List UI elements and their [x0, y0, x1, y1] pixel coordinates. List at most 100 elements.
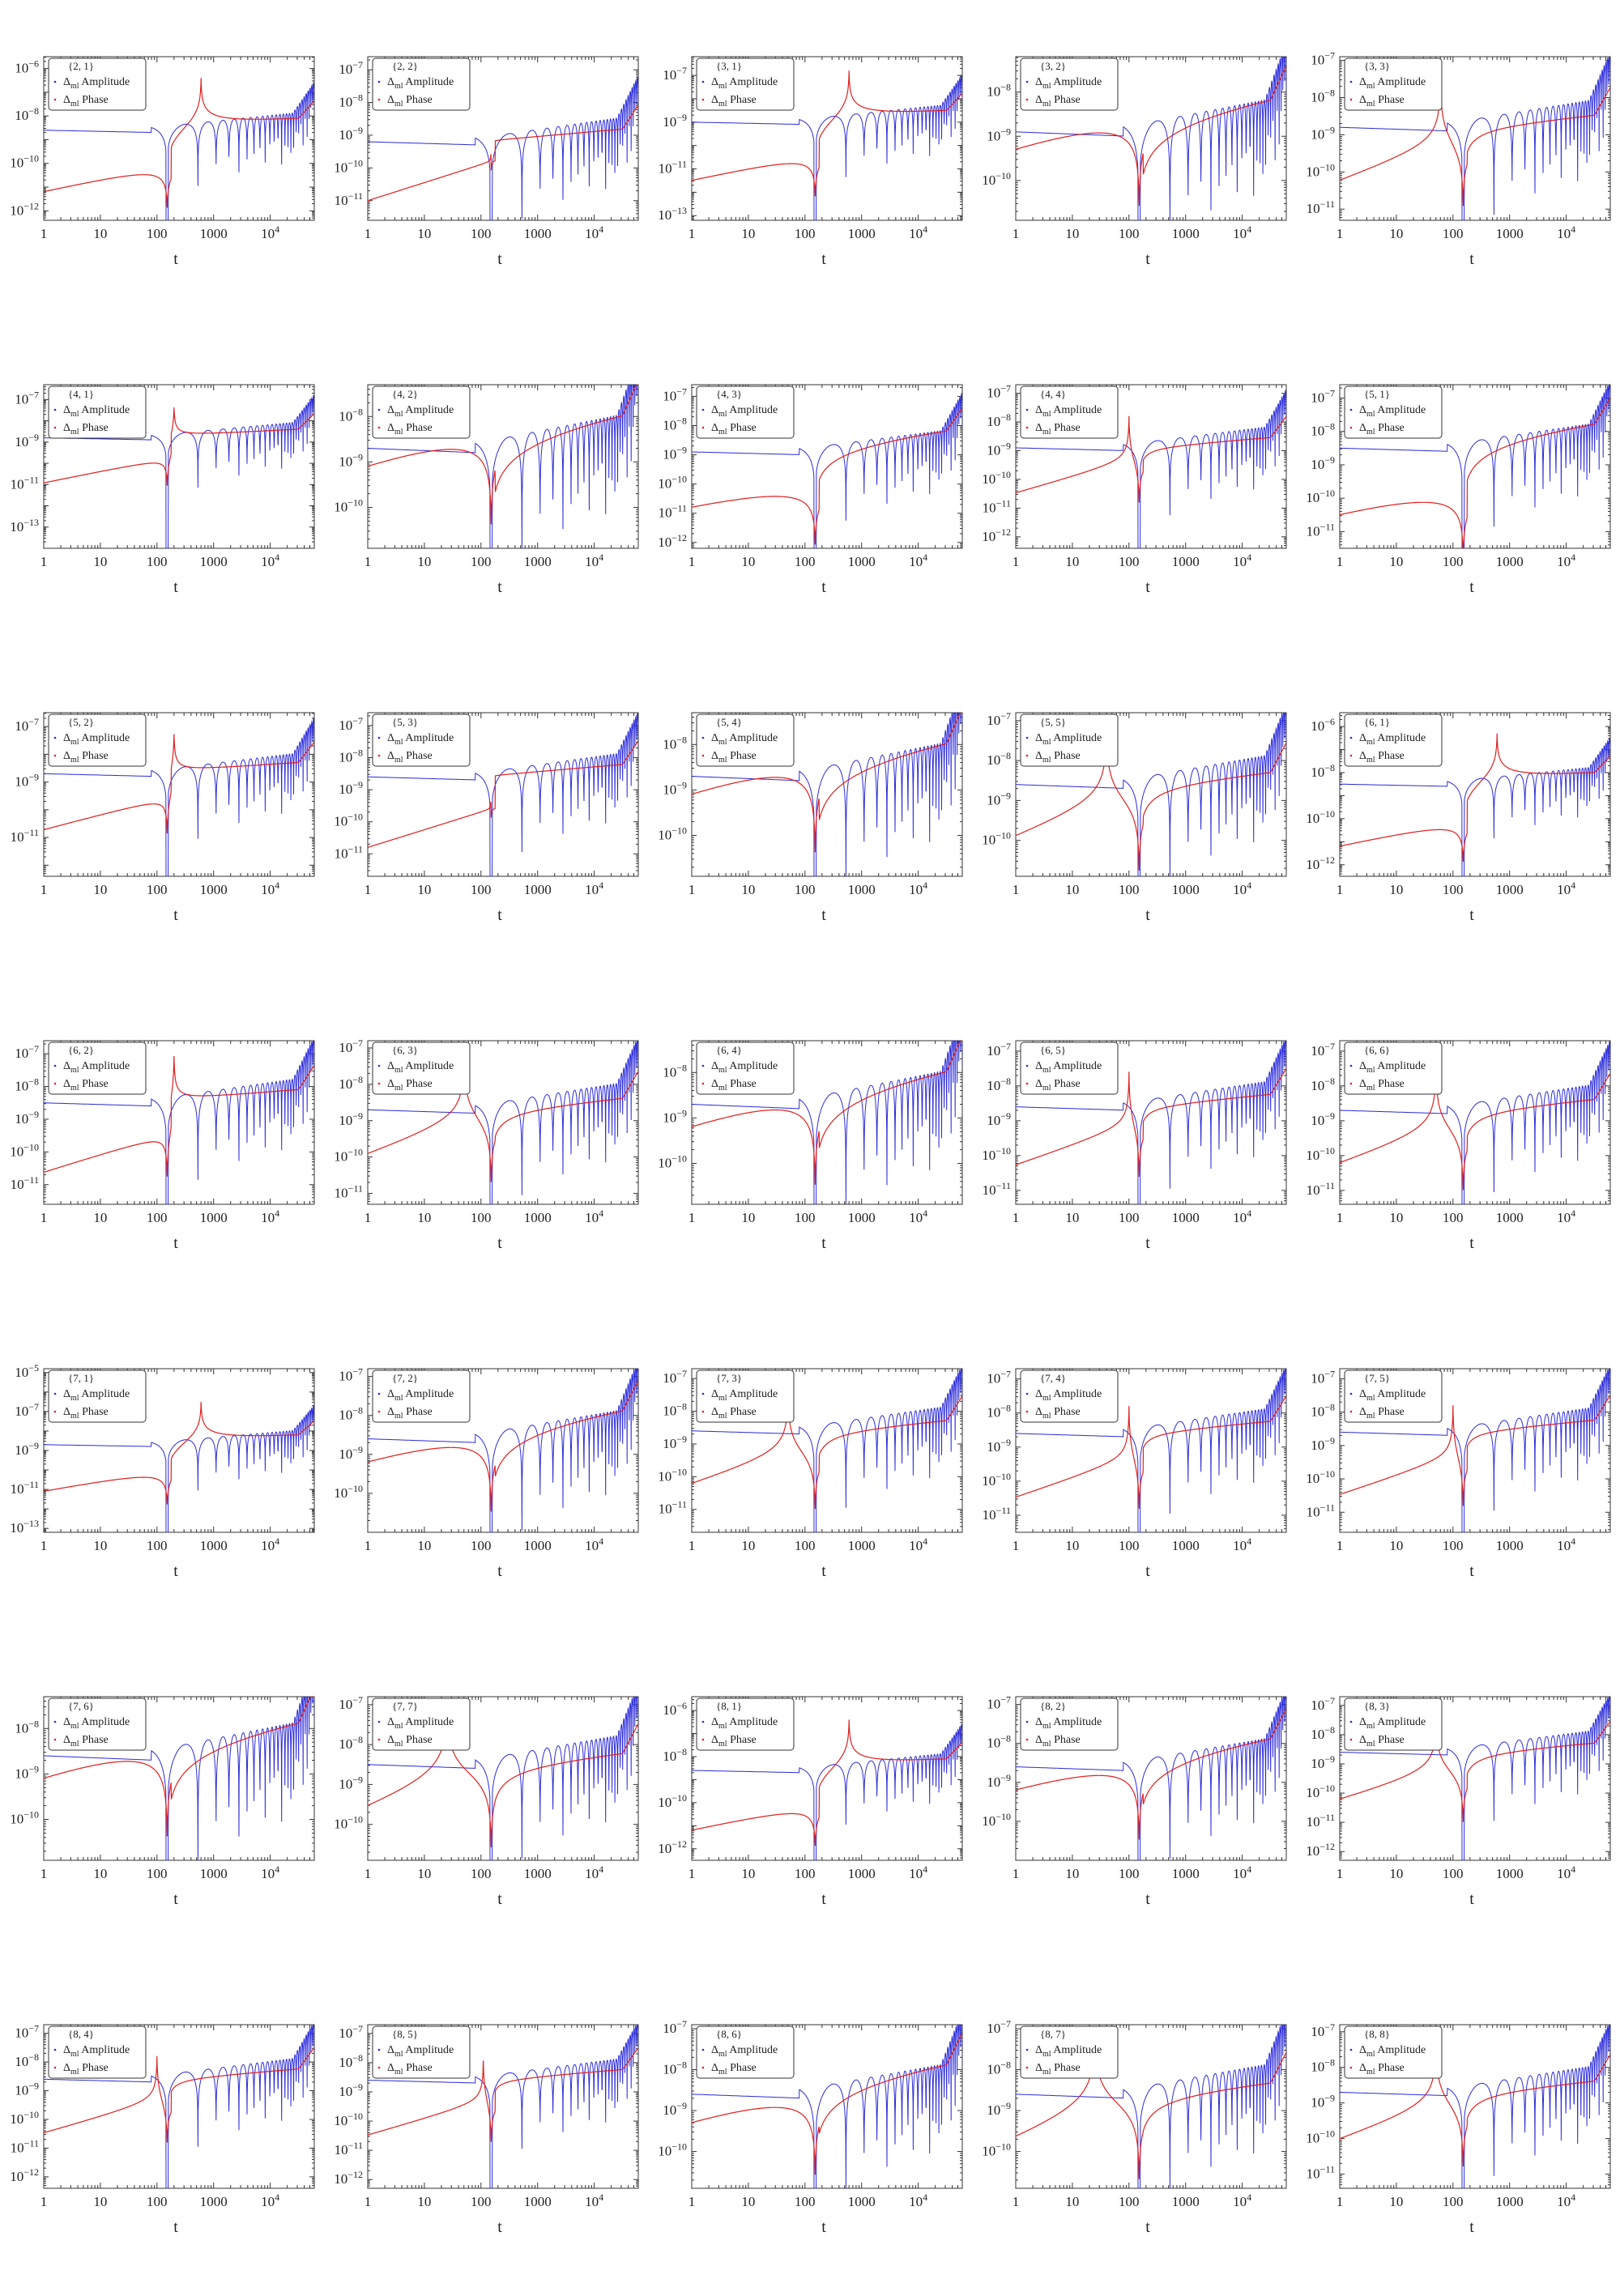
y-tick-superscript: −9 [352, 779, 363, 790]
legend-title: {6, 3} [392, 1044, 418, 1056]
legend-entry-text: Phase [403, 1406, 433, 1418]
y-tick-superscript: −8 [1000, 1076, 1011, 1087]
legend-title: {4, 3} [716, 388, 742, 400]
y-tick-superscript: −8 [352, 1074, 363, 1085]
legend-title: {3, 2} [1040, 60, 1066, 72]
x-tick-label: 1000 [200, 1538, 228, 1553]
legend-subscript: ml [1042, 756, 1051, 765]
legend-subscript: ml [1366, 1066, 1375, 1075]
legend-subscript: ml [394, 410, 403, 419]
y-tick-superscript: −5 [28, 1362, 39, 1374]
legend-entry-text: Amplitude [1375, 732, 1426, 744]
legend-entry-text: Phase [1051, 750, 1081, 762]
y-tick-label: 10−10 [982, 469, 1011, 487]
y-tick-superscript: −11 [996, 1180, 1011, 1191]
phase-legend-marker [378, 1411, 381, 1413]
phase-legend-marker [702, 755, 705, 757]
x-tick-label: 1 [40, 554, 48, 569]
legend-entry-text: Amplitude [403, 76, 454, 88]
y-tick-label: 10−9 [15, 1109, 39, 1127]
y-tick-superscript: −9 [676, 1107, 687, 1118]
legend-title: {2, 1} [68, 60, 94, 72]
amplitude-legend-marker [1350, 737, 1353, 739]
y-tick-label: 10−8 [1311, 421, 1335, 439]
y-tick-label: 10−7 [339, 1037, 363, 1055]
x-tick-label: 1 [1013, 1210, 1020, 1225]
y-tick-superscript: −7 [352, 1037, 363, 1049]
y-tick-label: 10−9 [339, 125, 363, 143]
y-tick-label: 10−9 [663, 1433, 687, 1451]
x-tick-label: 100 [795, 882, 816, 897]
phase-legend-marker [54, 1411, 57, 1413]
legend-entry-text: Amplitude [727, 1388, 778, 1400]
x-tick-label: 10 [93, 226, 107, 241]
y-tick-superscript: −9 [352, 1110, 363, 1122]
y-tick-label: 10−10 [982, 1145, 1011, 1163]
x-tick-superscript: 4 [923, 880, 927, 891]
legend-subscript: ml [70, 756, 79, 765]
y-tick-superscript: −9 [1000, 790, 1011, 801]
legend-entry-text: Amplitude [727, 404, 778, 416]
y-tick-label: 10−11 [11, 474, 39, 492]
x-tick-label: 104 [1557, 1208, 1575, 1225]
legend-title: {6, 4} [716, 1044, 742, 1056]
y-tick-label: 10−9 [1311, 454, 1335, 472]
legend-subscript: ml [394, 82, 403, 91]
x-tick-label: 104 [1233, 552, 1251, 569]
y-tick-superscript: −9 [1324, 1110, 1335, 1122]
x-tick-label: 10 [1065, 882, 1079, 897]
legend-title: {7, 2} [392, 1372, 418, 1384]
y-tick-superscript: −9 [676, 112, 687, 123]
x-tick-label: 104 [261, 880, 279, 897]
y-tick-superscript: −9 [1324, 124, 1335, 135]
y-tick-superscript: −9 [1324, 454, 1335, 466]
legend-entry-text: Phase [79, 1406, 109, 1418]
x-tick-label: 1000 [848, 882, 876, 897]
x-tick-label: 1000 [200, 226, 228, 241]
amplitude-legend-marker [702, 1065, 705, 1067]
legend-entry-text: Phase [727, 750, 757, 762]
y-tick-superscript: −10 [347, 497, 363, 509]
legend-entry-text: Phase [403, 422, 433, 434]
legend-entry-text: Amplitude [79, 404, 130, 416]
legend-entry-text: Phase [727, 94, 757, 106]
x-tick-label: 10 [741, 226, 755, 241]
legend-entry-text: Amplitude [1051, 404, 1102, 416]
phase-legend-marker [1026, 1083, 1029, 1085]
y-tick-label: 10−8 [339, 1074, 363, 1092]
amplitude-legend-marker [378, 1065, 381, 1067]
amplitude-legend-marker [1026, 81, 1029, 83]
y-tick-label: 10−11 [335, 190, 363, 208]
legend-subscript: ml [1042, 1066, 1051, 1075]
x-tick-label: 100 [795, 1210, 816, 1225]
phase-legend-marker [54, 755, 57, 757]
y-tick-label: 10−7 [15, 1043, 39, 1061]
x-tick-label: 1000 [848, 1210, 876, 1225]
amplitude-legend-marker [702, 81, 705, 83]
y-tick-label: 10−9 [339, 779, 363, 797]
legend-entry-text: Phase [1051, 94, 1081, 106]
legend-entry-text: Phase [1051, 1078, 1081, 1090]
y-tick-superscript: −10 [1319, 1145, 1335, 1157]
y-tick-label: 10−9 [1311, 124, 1335, 142]
y-tick-label: 10−8 [987, 1076, 1011, 1093]
legend-subscript: ml [394, 1412, 403, 1421]
y-tick-superscript: −10 [347, 1483, 363, 1494]
y-tick-superscript: −8 [1000, 411, 1011, 423]
y-tick-label: 10−8 [663, 1401, 687, 1419]
y-tick-label: 10−8 [1311, 1076, 1335, 1093]
